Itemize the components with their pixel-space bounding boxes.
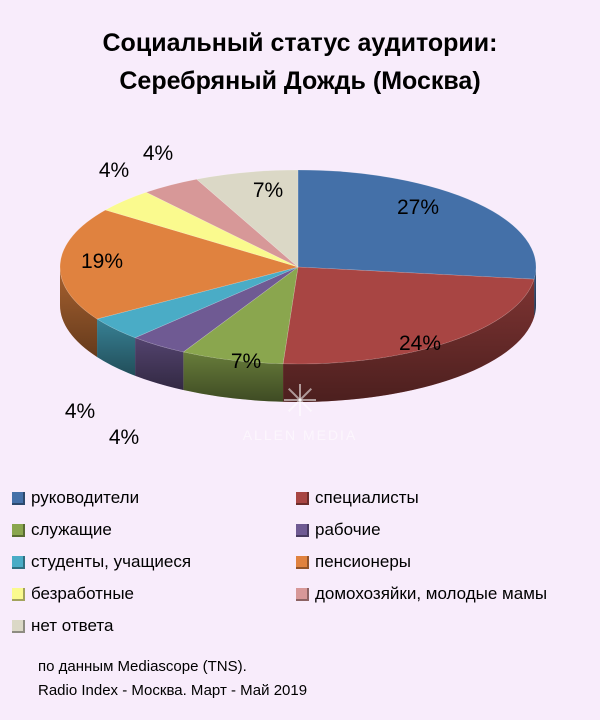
chart-title-line2: Серебряный Дождь (Москва) [119, 67, 481, 95]
legend-label-7: безработные [31, 584, 134, 603]
legend-swatch-8 [296, 587, 309, 601]
slice-1-top [297, 169, 537, 280]
slice-1-side-shade [534, 267, 536, 318]
legend-label-1: руководители [31, 488, 140, 507]
legend-item-1: руководители [12, 487, 139, 509]
legend-item-9: нет ответа [12, 615, 113, 637]
legend-swatch-1 [12, 491, 25, 505]
legend-label-4: рабочие [315, 520, 381, 539]
data-label-4: 4% [109, 426, 139, 449]
legend-label-6: пенсионеры [315, 552, 412, 571]
legend-swatch-6 [296, 555, 309, 569]
legend-swatch-2 [296, 491, 309, 505]
legend-label-5: студенты, учащиеся [31, 552, 192, 571]
slice-2-top [282, 266, 535, 365]
legend-swatch-7 [12, 587, 25, 601]
legend-label-3: служащие [31, 520, 112, 539]
legend-item-7: безработные [12, 583, 134, 605]
data-label-1: 27% [397, 196, 439, 219]
watermark: ALLEN MEDIA [243, 384, 358, 443]
data-label-9: 7% [253, 179, 283, 202]
data-label-7: 4% [99, 159, 129, 182]
source-note-line2: Radio Index - Москва. Март - Май 2019 [38, 682, 308, 699]
data-label-2: 24% [399, 332, 441, 355]
slice-5-top [96, 266, 299, 339]
legend-swatch-4 [296, 523, 309, 537]
legend-swatch-9 [12, 619, 25, 633]
slice-5-side-shade [97, 318, 136, 376]
legend-swatch-3 [12, 523, 25, 537]
data-label-8: 4% [143, 142, 173, 165]
slice-9-top [196, 169, 299, 268]
slice-3-top [182, 266, 299, 365]
slice-2-side-shade [283, 279, 535, 402]
slice-3-side-shade [183, 352, 284, 402]
legend-item-6: пенсионеры [296, 551, 411, 573]
data-label-3: 7% [231, 350, 261, 373]
legend-item-4: рабочие [296, 519, 381, 541]
legend-label-9: нет ответа [31, 616, 114, 635]
chart-title-line1: Социальный статус аудитории: [102, 29, 498, 57]
pie-chart: 27% 24% 7% 4% 4% 19% 4% 4% 7% ALLEN MEDIA [59, 142, 537, 449]
watermark-text: ALLEN MEDIA [243, 427, 358, 443]
slice-4-top [134, 266, 299, 353]
source-note-line1: по данным Mediascope (TNS). [38, 658, 247, 675]
slice-8-top [145, 178, 299, 268]
legend-swatch-5 [12, 555, 25, 569]
slice-6-side-shade [60, 267, 98, 357]
legend-item-3: служащие [12, 519, 112, 541]
legend-item-8: домохозяйки, молодые мамы [296, 583, 547, 605]
slice-7-top [104, 191, 299, 268]
data-label-5: 4% [65, 400, 95, 423]
legend-item-5: студенты, учащиеся [12, 551, 191, 573]
slice-4-side-shade [135, 337, 184, 391]
slice-6-top [59, 209, 300, 320]
legend-label-2: специалисты [315, 488, 419, 507]
data-label-6: 19% [81, 250, 123, 273]
legend-item-2: специалисты [296, 487, 419, 509]
watermark-star-icon [284, 384, 316, 416]
legend-label-8: домохозяйки, молодые мамы [315, 584, 548, 603]
